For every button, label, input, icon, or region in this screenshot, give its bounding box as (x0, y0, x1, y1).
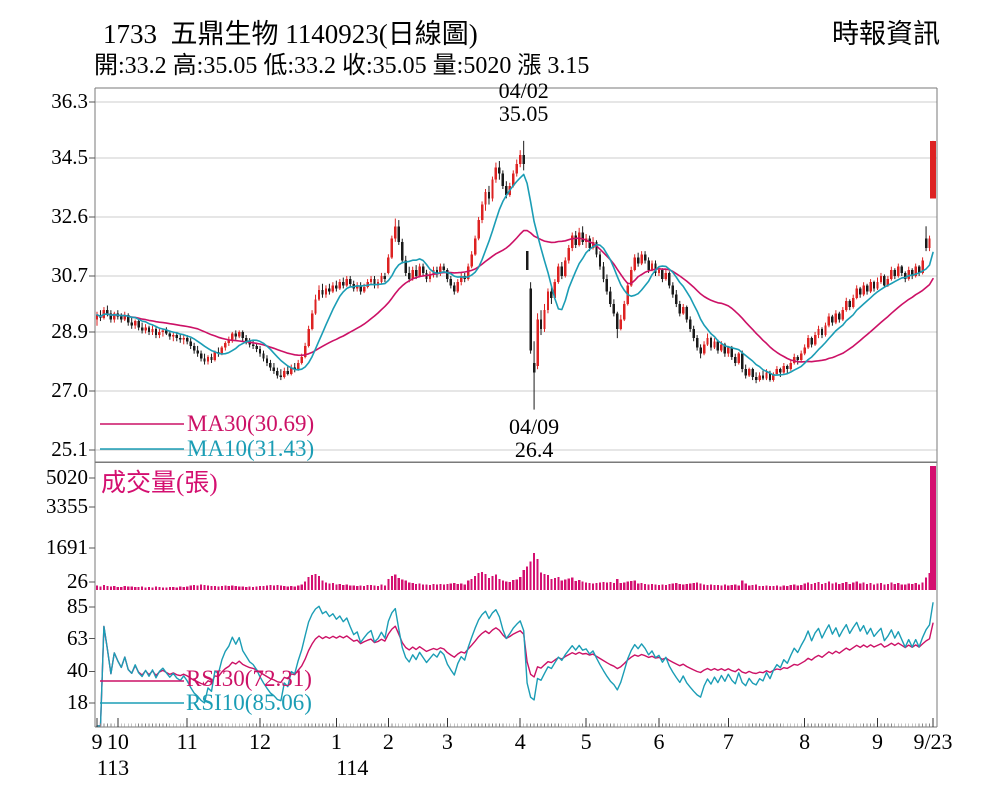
x-axis-month-label: 1 (330, 729, 342, 754)
price-axis-label: 30.7 (51, 263, 88, 287)
x-axis-year-label: 113 (96, 755, 130, 780)
annotation-low-value: 26.4 (514, 437, 554, 462)
x-axis-month-label: 12 (249, 729, 272, 754)
annotation-high-value: 35.05 (498, 101, 549, 126)
volume-axis-label: 1691 (46, 535, 88, 560)
volume-axis-label: 26 (67, 569, 88, 593)
x-axis-month-label: 6 (653, 729, 665, 754)
annotation-high-date: 04/02 (498, 78, 549, 103)
x-axis-month-label: 2 (382, 729, 394, 754)
x-axis-month-label: 9/23 (913, 729, 953, 754)
volume-axis-label: 3355 (46, 494, 88, 519)
volume-panel-title: 成交量(張) (101, 470, 218, 497)
rsi30-legend-label: RSI30(72.31) (186, 666, 312, 691)
price-axis-label: 32.6 (51, 203, 88, 228)
page-title: 1733 五鼎生物 1140923(日線圖) (103, 19, 478, 49)
x-axis-month-label: 5 (580, 729, 592, 754)
x-axis-year-label: 114 (336, 755, 369, 780)
x-axis-month-label: 8 (799, 729, 811, 754)
annotation-high: 04/02 35.05 (479, 79, 569, 125)
source-label: 時報資訊 (832, 19, 940, 49)
ma10-legend-label: MA10(31.43) (187, 436, 315, 461)
x-axis-month-label: 9 (91, 729, 103, 754)
annotation-low-date: 04/09 (509, 414, 560, 439)
rsi10-legend-label: RSI10(85.06) (186, 690, 312, 715)
volume-axis-label: 5020 (46, 465, 88, 489)
x-axis-month-label: 3 (441, 729, 453, 754)
quote-line: 開:33.2 高:35.05 低:33.2 收:35.05 量:5020 漲 3… (94, 53, 590, 79)
price-axis-label: 27.0 (51, 377, 88, 402)
rsi-axis-label: 40 (67, 658, 88, 683)
rsi-axis-label: 63 (67, 625, 88, 650)
rsi-axis-label: 85 (67, 594, 88, 618)
annotation-low: 04/09 26.4 (489, 415, 579, 461)
price-axis-label: 34.5 (51, 144, 88, 169)
price-axis-label: 36.3 (51, 89, 88, 113)
x-axis-month-label: 4 (514, 729, 526, 754)
x-axis-month-label: 9 (871, 729, 883, 754)
x-axis-month-label: 7 (722, 729, 734, 754)
x-axis-month-label: 10 (106, 729, 129, 754)
price-axis-label: 25.1 (51, 437, 88, 461)
ma30-legend-label: MA30(30.69) (187, 411, 315, 436)
rsi-axis-label: 18 (67, 690, 88, 714)
x-axis-month-label: 11 (176, 729, 198, 754)
price-axis-label: 28.9 (51, 318, 88, 343)
